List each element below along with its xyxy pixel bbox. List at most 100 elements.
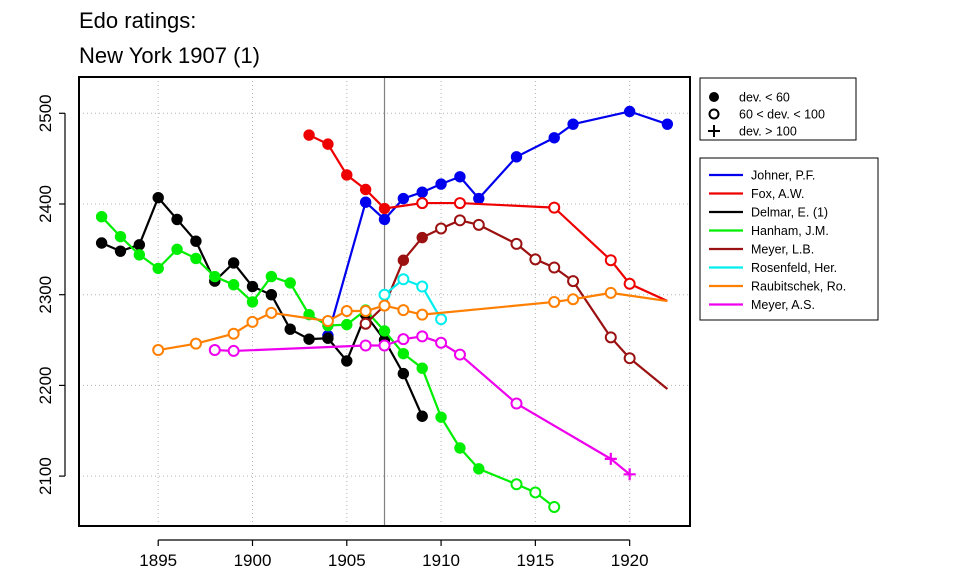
data-point-6-7 <box>359 305 372 318</box>
series-3 <box>95 210 561 513</box>
data-point-1-9 <box>623 277 636 290</box>
legend-label-6: Raubitschek, Ro. <box>751 280 846 294</box>
y-tick-label-2500: 2500 <box>36 94 55 132</box>
data-point-6-2 <box>227 327 240 340</box>
data-point-6-9 <box>397 304 410 317</box>
data-point-4-9 <box>548 261 561 274</box>
data-point-5-2 <box>416 280 429 293</box>
data-point-2-11 <box>303 333 315 345</box>
data-point-0-4 <box>416 186 428 198</box>
data-point-3-2 <box>133 249 146 261</box>
data-point-6-8 <box>378 299 391 312</box>
chart-title: Edo ratings: New York 1907 (1) <box>79 8 260 68</box>
data-point-2-0 <box>95 237 108 249</box>
data-point-2-13 <box>341 355 353 367</box>
y-tick-label-2400: 2400 <box>36 185 55 223</box>
data-point-3-0 <box>95 210 108 223</box>
data-point-0-3 <box>397 192 410 205</box>
data-point-3-15 <box>378 325 391 337</box>
series-line-1 <box>308 134 668 303</box>
data-point-1-5 <box>416 197 429 210</box>
data-point-5-3 <box>435 313 448 326</box>
legend-label-4: Meyer, L.B. <box>751 243 814 257</box>
data-point-7-3 <box>378 339 391 352</box>
legend-label-0: Johner, P.F. <box>751 169 815 183</box>
axes: 1895 1900 1905 1910 1915 1920 2100 2200 2300 2400… <box>36 94 649 570</box>
data-point-4-6 <box>472 218 485 231</box>
legend-label-7: Meyer, A.S. <box>751 298 815 312</box>
data-point-0-11 <box>623 105 636 118</box>
data-point-2-3 <box>152 191 164 204</box>
marker-legend-label-1: 60 < dev. < 100 <box>739 108 825 122</box>
y-tick-label-2100: 2100 <box>36 457 55 495</box>
data-point-3-17 <box>416 362 428 374</box>
data-point-4-12 <box>623 352 636 365</box>
data-point-3-3 <box>152 262 164 275</box>
data-point-1-8 <box>604 254 617 267</box>
data-point-7-4 <box>397 333 410 346</box>
data-point-2-16 <box>397 367 410 380</box>
data-point-1-4 <box>378 202 391 215</box>
data-point-5-0 <box>378 288 391 301</box>
series-line-5 <box>383 278 443 320</box>
series-line-2 <box>101 196 424 417</box>
legend-label-2: Delmar, E. (1) <box>751 206 828 220</box>
data-point-6-4 <box>265 306 278 319</box>
series-legend: Johner, P.F. Fox, A.W. Delmar, E. (1) Hanha… <box>699 157 879 321</box>
x-tick-label-1920: 1920 <box>611 551 649 570</box>
data-point-7-1 <box>227 344 240 357</box>
series-0 <box>322 105 674 342</box>
data-point-3-21 <box>510 478 523 491</box>
data-point-6-13 <box>604 286 617 299</box>
data-point-0-8 <box>510 151 523 163</box>
marker-legend-box <box>699 77 857 141</box>
x-tick-label-1915: 1915 <box>516 551 554 570</box>
data-point-2-1 <box>114 245 127 257</box>
data-point-6-6 <box>340 305 353 318</box>
data-point-1-3 <box>359 183 372 196</box>
data-point-7-9 <box>604 452 617 465</box>
data-point-7-8 <box>510 397 523 410</box>
data-point-3-10 <box>284 277 296 289</box>
legend-label-3: Hanham, J.M. <box>751 224 829 238</box>
data-point-7-10 <box>623 468 636 481</box>
series-7 <box>208 330 636 481</box>
data-point-4-4 <box>435 222 448 235</box>
data-point-3-13 <box>341 318 353 331</box>
chart-title-line-1: Edo ratings: <box>79 8 196 33</box>
marker-legend: dev. < 60 60 < dev. < 100 dev. > 100 <box>699 77 857 141</box>
data-point-0-5 <box>435 178 447 190</box>
legend-label-1: Fox, A.W. <box>751 187 805 201</box>
series-line-3 <box>100 215 555 508</box>
data-point-3-23 <box>548 500 561 513</box>
series-6 <box>152 286 668 357</box>
chart-title-line-2: New York 1907 (1) <box>79 43 260 68</box>
data-point-1-7 <box>548 201 561 214</box>
data-point-0-7 <box>473 192 485 205</box>
data-point-1-2 <box>341 169 353 181</box>
data-point-2-5 <box>190 235 202 247</box>
data-point-2-7 <box>227 257 240 269</box>
marker-legend-symbol-0 <box>709 92 719 102</box>
data-point-2-4 <box>171 213 183 226</box>
data-point-3-22 <box>529 486 542 499</box>
data-point-4-11 <box>604 331 617 344</box>
y-tick-label-2300: 2300 <box>36 276 55 314</box>
data-point-0-9 <box>548 132 560 144</box>
marker-legend-symbol-2 <box>708 125 720 137</box>
data-point-7-6 <box>435 336 448 349</box>
plot-frame <box>78 76 691 527</box>
data-point-7-2 <box>359 339 372 352</box>
data-point-2-17 <box>416 410 428 422</box>
series-5 <box>378 273 448 326</box>
data-point-2-2 <box>133 239 146 251</box>
data-point-3-19 <box>454 442 466 454</box>
data-point-6-11 <box>548 295 561 308</box>
data-point-2-8 <box>246 280 259 293</box>
data-point-4-3 <box>416 231 428 244</box>
data-point-6-1 <box>189 337 202 350</box>
y-tick-label-2200: 2200 <box>36 366 55 404</box>
data-point-0-10 <box>567 118 579 130</box>
data-point-6-3 <box>246 315 259 328</box>
